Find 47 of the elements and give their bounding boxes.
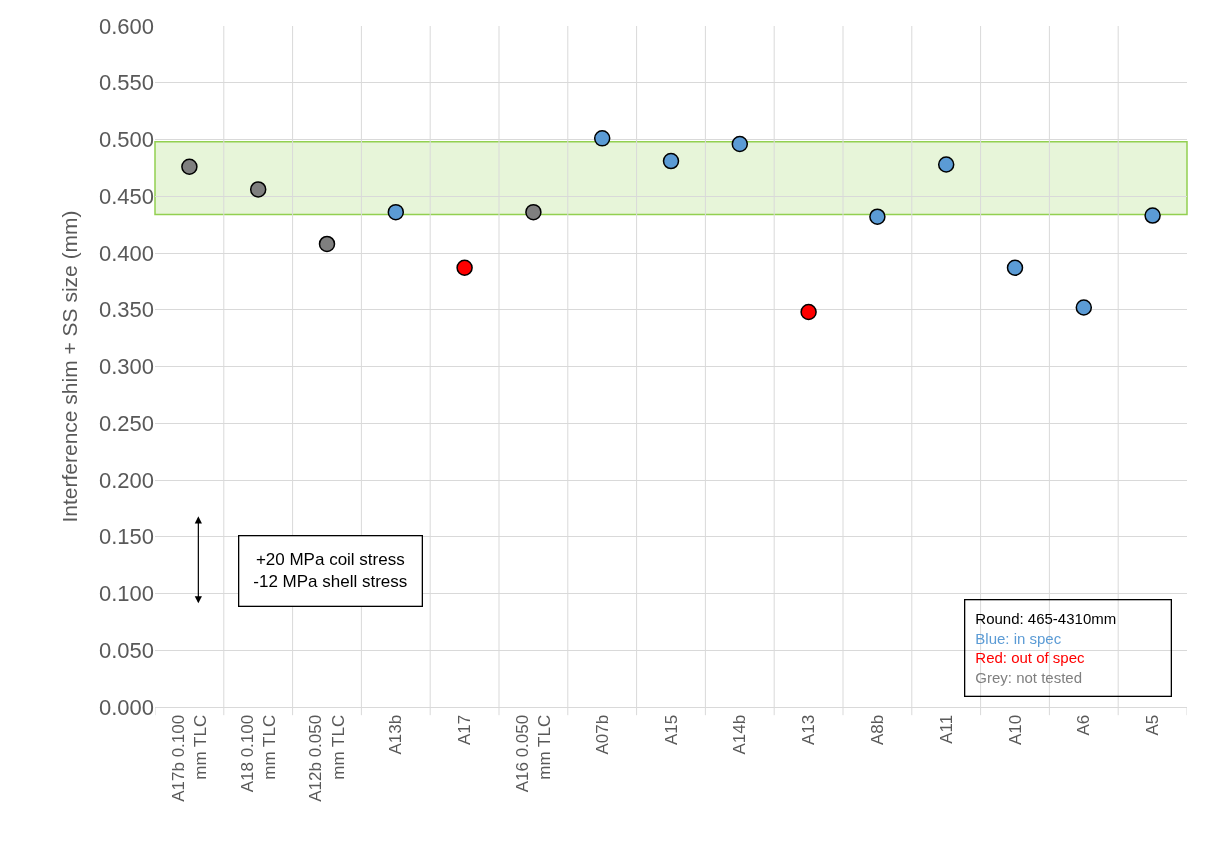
point: [869, 208, 886, 225]
y-tick-label: 0.150: [98, 524, 154, 550]
text: Red: out of spec: [975, 649, 1086, 667]
annotation: Round: 465-4310mm: [975, 610, 1117, 628]
point: [181, 158, 198, 175]
y-tick-label: 0.300: [98, 354, 154, 380]
point: [456, 259, 473, 276]
x-tick-label: A17: [455, 714, 475, 746]
x-tick-label: A15: [661, 714, 681, 746]
y-tick-label: 0.450: [98, 183, 154, 209]
point: [387, 203, 405, 221]
annotation: +20 MPa coil stress -12 MPa shell stress: [253, 550, 408, 592]
y-tick-label: 0.400: [98, 240, 154, 266]
point: [662, 152, 680, 170]
y-tick-label: 0.100: [98, 581, 154, 607]
y-tick-label: 0.350: [98, 297, 154, 323]
x-tick-label: A16 0.050 mm TLC: [512, 714, 554, 793]
text: Blue: in spec: [975, 629, 1062, 647]
point: [249, 181, 267, 198]
y-tick-label: 0.000: [98, 694, 154, 720]
point: [731, 135, 749, 153]
point: [1006, 259, 1024, 276]
text: Grey: not tested: [975, 668, 1083, 686]
x-tick-label: A13b: [386, 714, 406, 755]
x-tick-label: A6: [1074, 714, 1094, 736]
x-tick-label: A17b 0.100 mm TLC: [168, 714, 210, 802]
point: [593, 130, 611, 147]
point: [800, 303, 817, 321]
x-tick-label: A10: [1005, 714, 1025, 746]
y-tick-label: 0.200: [98, 467, 154, 493]
x-tick-label: A14b: [730, 714, 750, 755]
point: [318, 235, 336, 253]
y-tick-label: 0.050: [98, 637, 154, 663]
point: [525, 203, 542, 221]
x-tick-label: A11: [936, 714, 956, 744]
point: [937, 156, 955, 173]
point: [1075, 299, 1093, 316]
x-tick-label: A13: [799, 714, 819, 746]
y-tick-label: 0.250: [98, 410, 154, 436]
y-tick-label: 0.600: [98, 13, 154, 39]
y-tick-label: 0.500: [98, 127, 154, 153]
x-tick-label: A5: [1143, 714, 1163, 736]
point: [1144, 207, 1161, 224]
x-tick-label: A8b: [867, 714, 887, 746]
y-tick-label: 0.550: [98, 70, 154, 96]
y-axis-title: Interference shim + SS size (mm): [58, 210, 82, 523]
x-tick-label: A07b: [592, 714, 612, 755]
